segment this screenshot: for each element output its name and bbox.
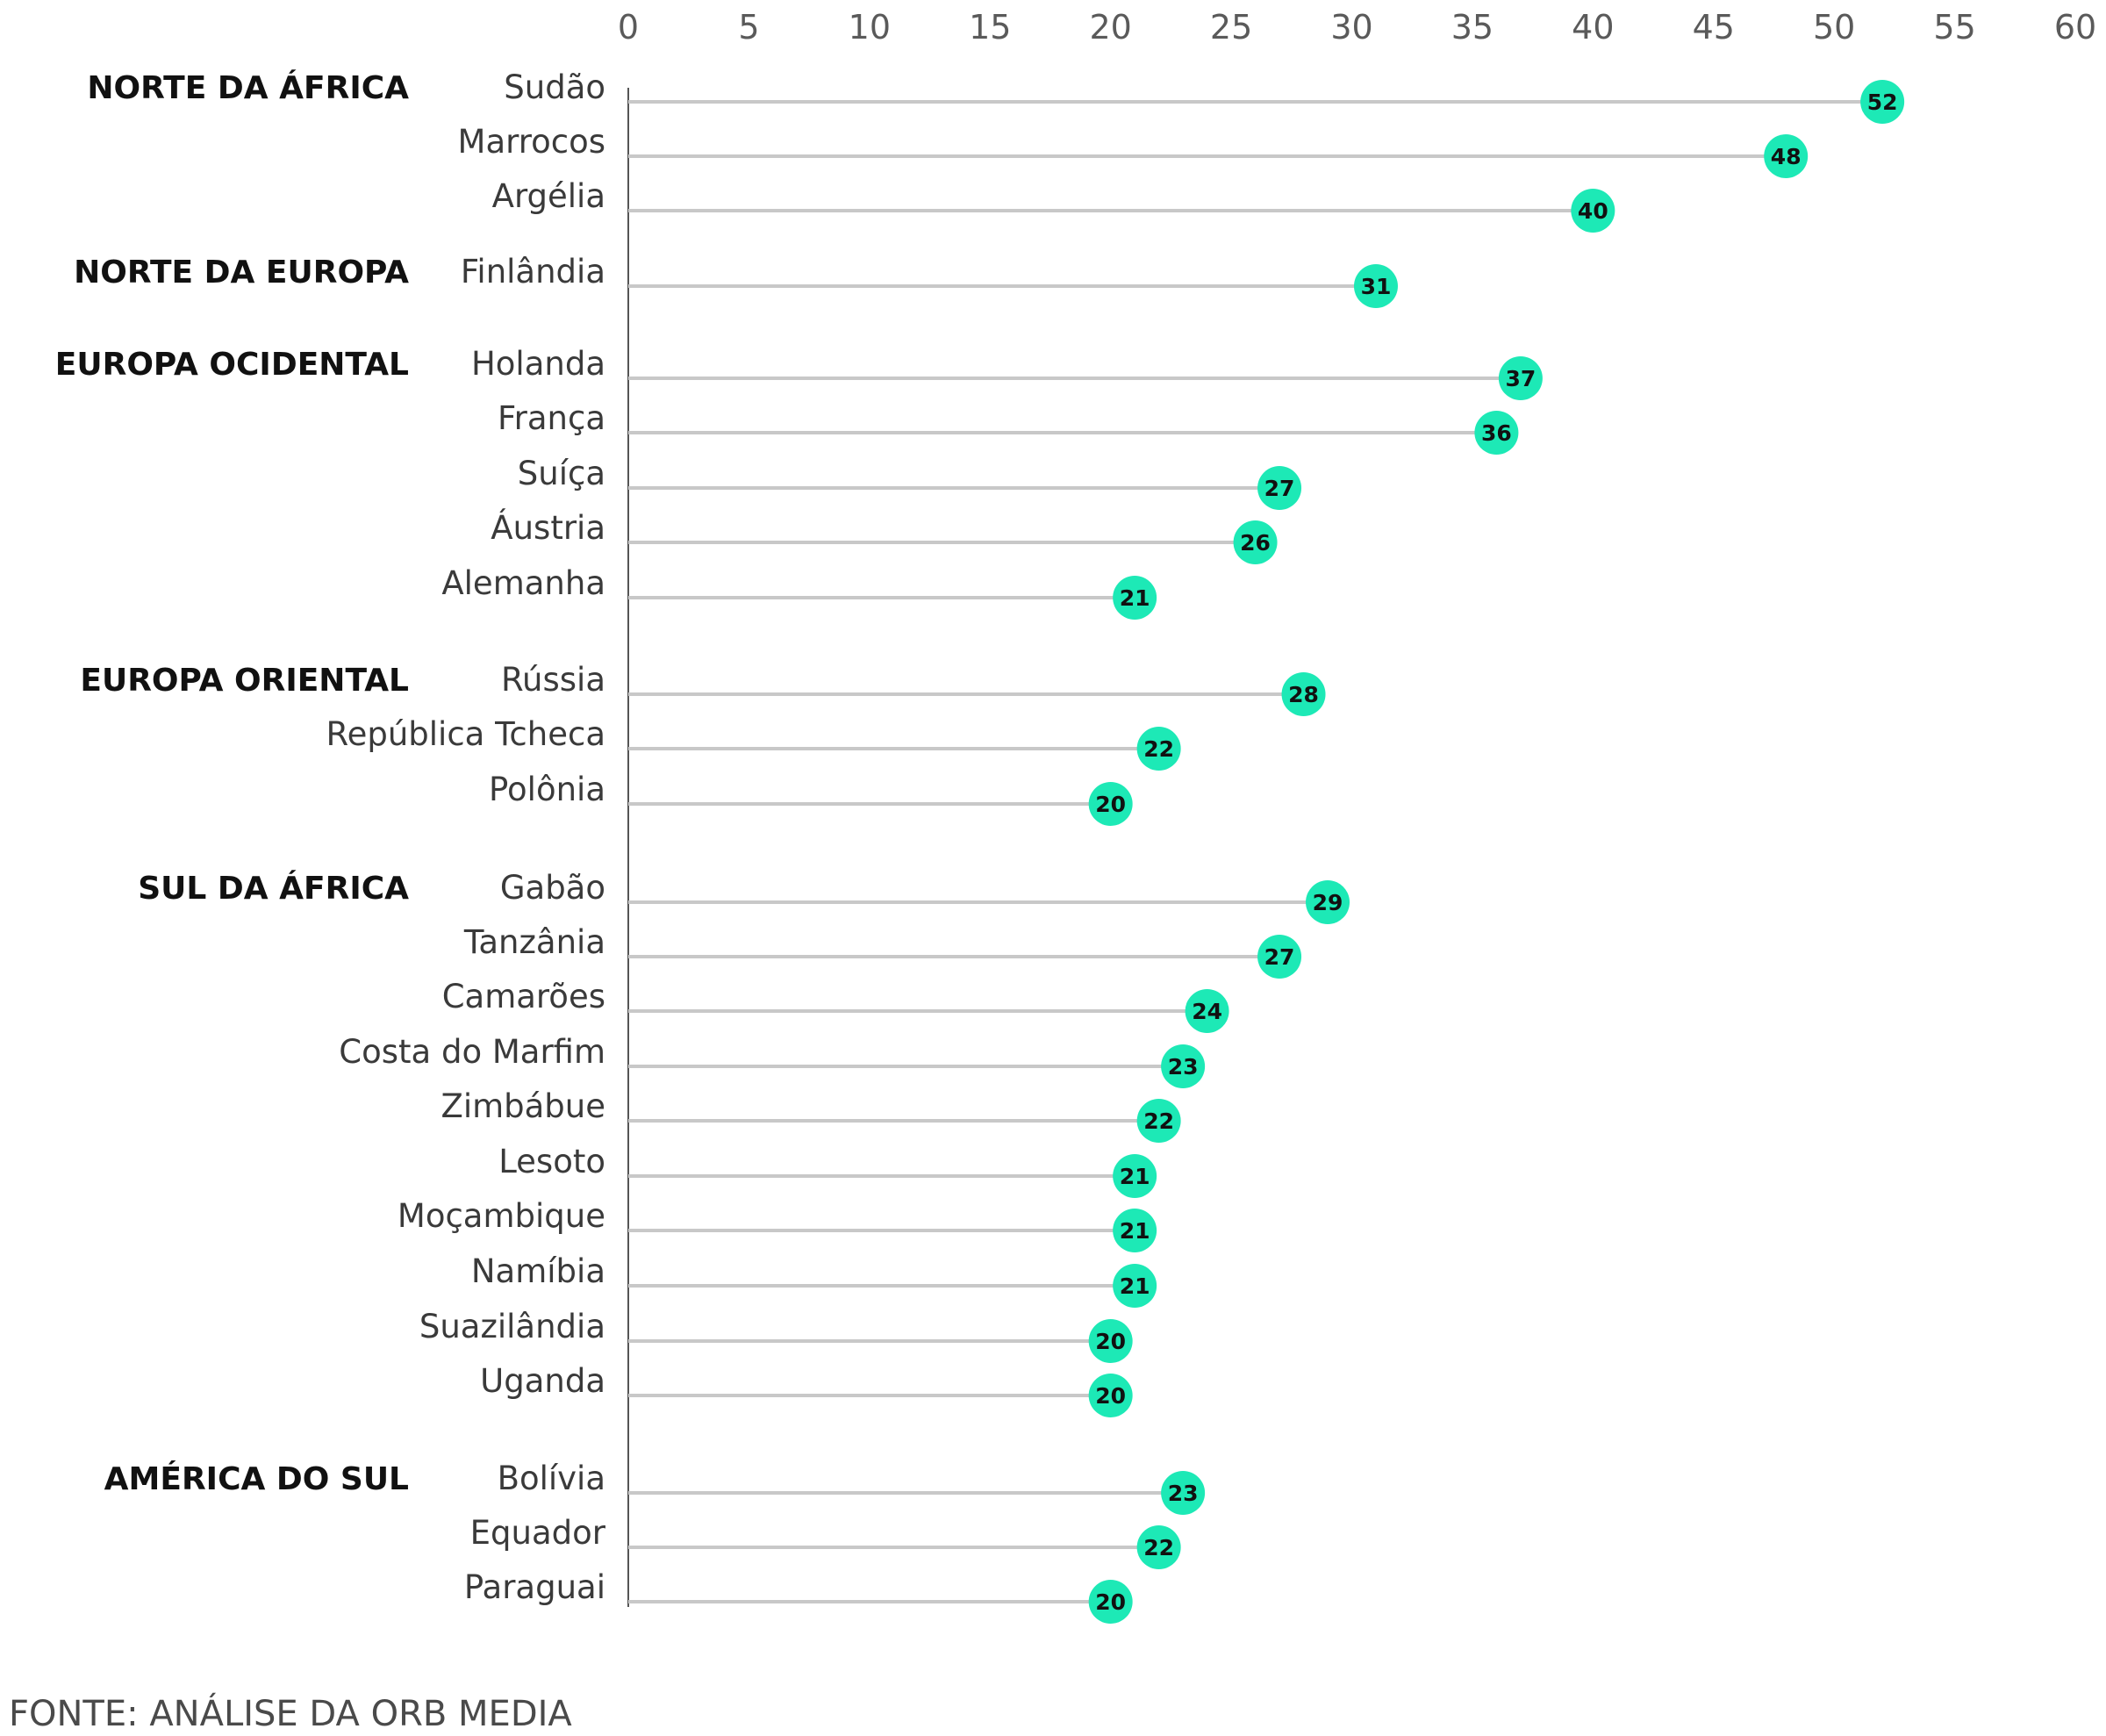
category-label: Tanzânia: [463, 923, 605, 961]
category-label: Argélia: [492, 177, 605, 215]
x-tick-label: 0: [618, 8, 639, 47]
region-label: AMÉRICA DO SUL: [104, 1460, 409, 1497]
lollipop-marker: [1281, 672, 1326, 716]
category-label: Holanda: [471, 345, 605, 383]
x-tick-label: 30: [1330, 8, 1372, 47]
x-tick-label: 5: [738, 8, 759, 47]
lollipop-marker: [1088, 1580, 1133, 1624]
region-label: EUROPA OCIDENTAL: [55, 347, 409, 383]
category-label: Zimbábue: [441, 1087, 605, 1125]
value-label: 37: [1505, 366, 1536, 391]
x-tick-label: 35: [1451, 8, 1494, 47]
category-label: Uganda: [480, 1362, 605, 1400]
x-tick-label: 45: [1693, 8, 1735, 47]
value-label: 40: [1578, 198, 1608, 224]
lollipop-marker: [1113, 1154, 1157, 1198]
region-label: SUL DA ÁFRICA: [138, 870, 409, 907]
lollipop-marker: [1353, 264, 1398, 308]
lollipop-marker: [1185, 989, 1229, 1033]
lollipop-chart: 0 5 10 15 20 25 30 35 40 45 50 55 60 NORTE DA ÁFRICA S…: [55, 8, 2096, 1624]
lollipop-marker: [1498, 356, 1543, 400]
value-label: 21: [1120, 1164, 1150, 1189]
value-label: 23: [1168, 1054, 1199, 1080]
value-label: 52: [1867, 90, 1898, 115]
value-label: 31: [1361, 274, 1392, 299]
lollipop-marker: [1161, 1471, 1206, 1515]
region-label: NORTE DA ÁFRICA: [87, 69, 409, 106]
category-label: Sudão: [504, 68, 605, 106]
category-label: Suíça: [518, 455, 605, 492]
lollipop-marker: [1161, 1044, 1206, 1088]
lollipop-marker: [1306, 880, 1350, 924]
value-label: 22: [1143, 1108, 1174, 1134]
lollipop-marker: [1860, 80, 1905, 124]
category-label: Gabão: [500, 869, 605, 907]
lollipop-marker: [1136, 727, 1181, 771]
x-tick-label: 50: [1813, 8, 1855, 47]
region-label: NORTE DA EUROPA: [74, 255, 409, 291]
value-label: 28: [1288, 682, 1319, 707]
category-label: Rússia: [501, 661, 605, 699]
lollipop-marker: [1257, 466, 1302, 510]
lollipop-marker: [1571, 189, 1615, 233]
x-tick-label: 15: [969, 8, 1011, 47]
value-label: 20: [1095, 1589, 1126, 1615]
x-tick-label: 40: [1572, 8, 1614, 47]
category-label: Paraguai: [464, 1568, 605, 1606]
value-label: 36: [1481, 420, 1512, 446]
region-label: EUROPA ORIENTAL: [80, 663, 409, 699]
category-label: Marrocos: [458, 123, 605, 161]
value-label: 26: [1240, 530, 1271, 556]
value-label: 21: [1120, 1273, 1150, 1299]
lollipop-marker: [1233, 520, 1278, 564]
value-label: 22: [1143, 1535, 1174, 1560]
category-label: Lesoto: [498, 1143, 605, 1180]
lollipop-marker: [1136, 1099, 1181, 1143]
lollipop-marker: [1113, 1264, 1157, 1308]
value-label: 27: [1264, 944, 1295, 970]
lollipop-marker: [1257, 935, 1302, 979]
x-tick-label: 60: [2054, 8, 2096, 47]
category-label: Namíbia: [471, 1252, 605, 1290]
lollipop-marker: [1136, 1525, 1181, 1569]
value-label: 20: [1095, 792, 1126, 817]
category-label: Costa do Marfim: [339, 1033, 605, 1071]
value-label: 21: [1120, 1218, 1150, 1244]
category-label: Áustria: [491, 508, 605, 547]
value-label: 23: [1168, 1481, 1199, 1506]
value-label: 22: [1143, 736, 1174, 762]
category-label: Finlândia: [461, 253, 605, 291]
x-tick-label: 25: [1210, 8, 1252, 47]
value-label: 27: [1264, 476, 1295, 501]
lollipop-marker: [1113, 576, 1157, 620]
value-label: 20: [1095, 1329, 1126, 1354]
lollipop-marker: [1764, 134, 1809, 178]
value-label: 29: [1313, 890, 1343, 915]
value-label: 21: [1120, 585, 1150, 611]
value-label: 24: [1192, 999, 1222, 1024]
lollipop-marker: [1088, 1374, 1133, 1417]
lollipop-marker: [1474, 411, 1519, 455]
category-label: Camarões: [442, 978, 605, 1015]
value-label: 20: [1095, 1383, 1126, 1409]
source-note: FONTE: ANÁLISE DA ORB MEDIA: [9, 1694, 572, 1734]
lollipop-marker: [1113, 1209, 1157, 1252]
category-label: República Tcheca: [326, 715, 605, 753]
category-label: Equador: [470, 1514, 606, 1552]
value-label: 48: [1771, 144, 1802, 169]
category-label: Bolívia: [498, 1460, 605, 1497]
lollipop-marker: [1088, 1319, 1133, 1363]
category-label: Moçambique: [398, 1197, 605, 1235]
x-tick-label: 10: [849, 8, 891, 47]
x-tick-label: 55: [1933, 8, 1975, 47]
category-label: Alemanha: [441, 564, 605, 602]
category-label: Polônia: [489, 771, 605, 808]
x-tick-label: 20: [1089, 8, 1131, 47]
category-label: França: [498, 399, 605, 437]
category-label: Suazilândia: [419, 1308, 605, 1345]
lollipop-marker: [1088, 782, 1133, 826]
